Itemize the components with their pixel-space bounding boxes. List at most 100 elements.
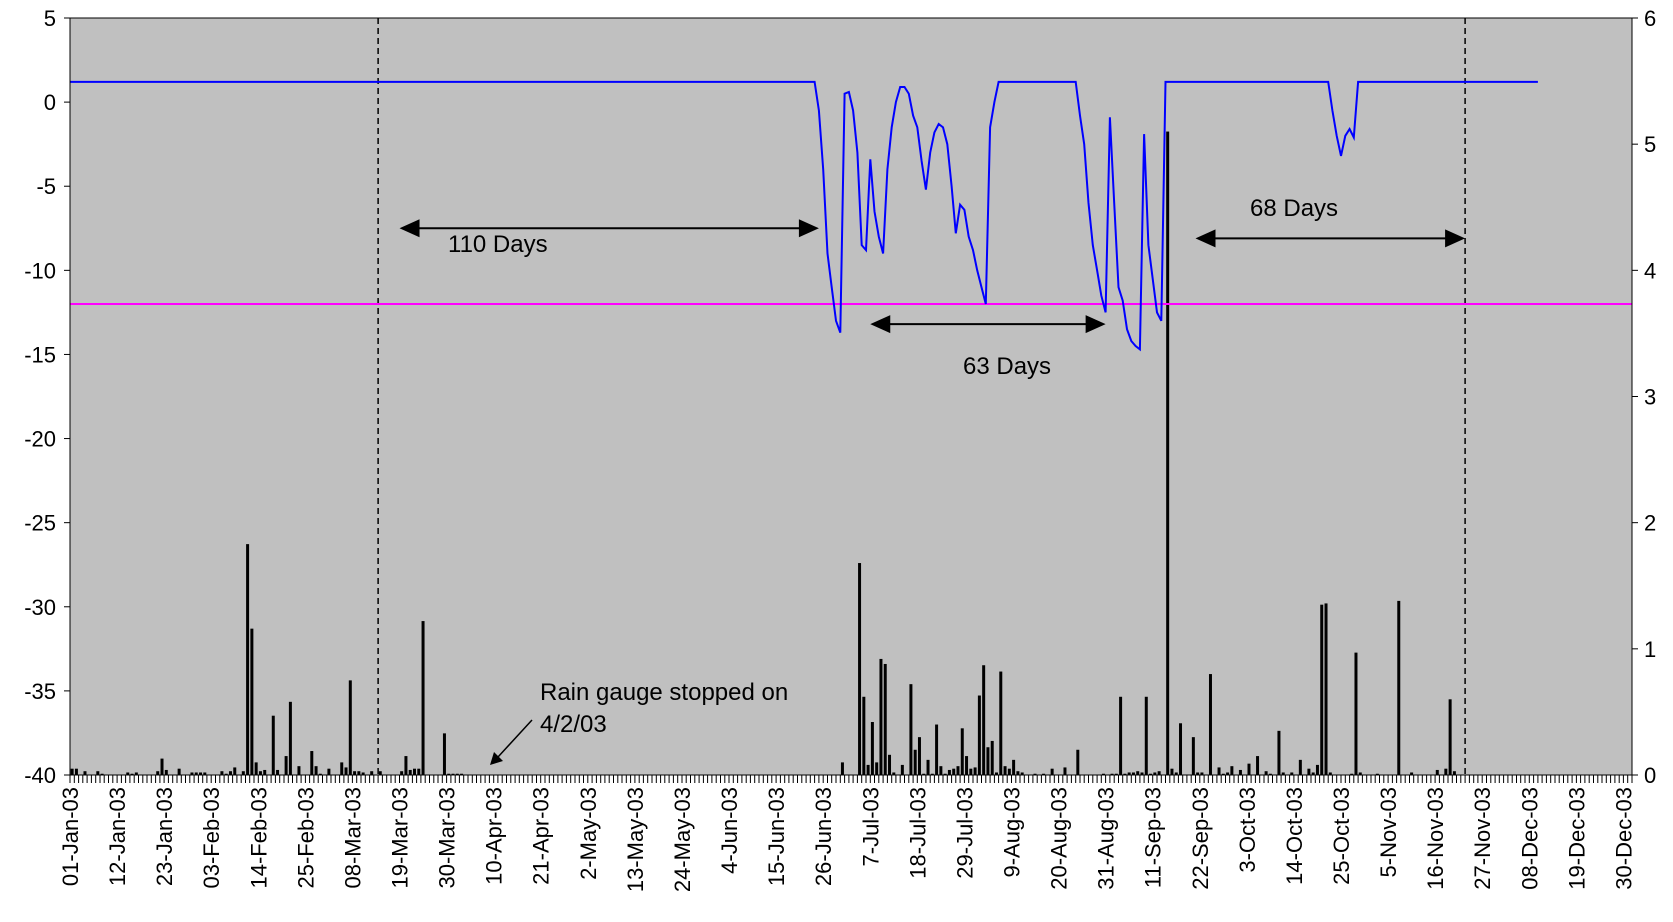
x-tick-label: 4-Jun-03: [717, 787, 742, 874]
arrow-head-right: [1445, 229, 1466, 248]
rain-bar: [126, 772, 130, 775]
rain-bar: [1131, 772, 1135, 775]
rain-bar: [1226, 772, 1230, 775]
rain-bar: [1358, 772, 1362, 775]
rain-bar: [417, 768, 421, 775]
rain-bar: [883, 663, 887, 775]
rain-bar: [1101, 773, 1105, 775]
rain-bar: [1315, 764, 1319, 775]
rain-bar: [1410, 772, 1414, 775]
rain-gauge-pointer: [497, 719, 533, 758]
rain-bar: [1281, 772, 1285, 775]
rain-bar: [1290, 772, 1294, 775]
rain-bar: [900, 764, 904, 775]
right-tick-label: 6: [1644, 6, 1656, 31]
rain-bar: [1448, 699, 1452, 775]
x-tick-label: 30-Mar-03: [435, 787, 460, 888]
rain-bar: [1033, 773, 1037, 775]
rain-bar: [1247, 763, 1251, 775]
rain-bar: [1136, 771, 1140, 775]
x-tick-label: 21-Apr-03: [529, 787, 554, 885]
rain-gauge-pointer-head: [490, 752, 503, 765]
rain-bar: [862, 696, 866, 775]
rain-bar: [233, 767, 237, 775]
rain-bar: [190, 772, 194, 775]
rain-bar: [442, 733, 446, 775]
rain-bar: [1119, 696, 1123, 775]
x-tick-label: 26-Jun-03: [811, 787, 836, 886]
rain-bar: [74, 768, 78, 775]
right-tick-label: 2: [1644, 511, 1656, 536]
rain-bar: [130, 773, 134, 775]
x-tick-label: 11-Sep-03: [1141, 787, 1166, 888]
left-tick-label: -35: [24, 679, 56, 704]
x-tick-label: 2-May-03: [576, 787, 601, 880]
rain-bar: [965, 756, 969, 775]
rain-bar: [1307, 768, 1311, 775]
rain-bar: [177, 768, 181, 775]
rain-bar: [1397, 600, 1401, 775]
left-tick-label: -40: [24, 763, 56, 788]
rain-bar: [1127, 772, 1131, 775]
right-tick-label: 1: [1644, 637, 1656, 662]
rain-bar: [1149, 773, 1153, 775]
rain-bar: [310, 751, 314, 775]
rain-bar: [875, 762, 879, 775]
rain-bar: [284, 756, 288, 775]
rain-bar: [1007, 768, 1011, 775]
rain-bar: [327, 768, 331, 775]
rain-bar: [1157, 771, 1161, 775]
rain-bar: [400, 771, 404, 775]
water-level-line: [70, 80, 1538, 352]
rain-bar: [1191, 737, 1195, 775]
x-tick-label: 27-Nov-03: [1470, 787, 1495, 890]
rain-bar: [1166, 131, 1170, 776]
annotation-rain-gauge-line2: 4/2/03: [540, 711, 607, 738]
rain-bar: [1200, 772, 1204, 775]
right-tick-label: 5: [1644, 132, 1656, 157]
rain-bar: [160, 758, 164, 775]
rain-bar: [451, 773, 455, 775]
rain-bar: [421, 621, 425, 775]
x-axis: 01-Jan-03 12-Jan-03 23-Jan-03 03-Feb-03 14-F…: [58, 774, 1636, 892]
x-tick-label: 3-Oct-03: [1235, 787, 1260, 873]
rain-bar: [199, 772, 203, 775]
rain-bar: [100, 773, 104, 775]
rain-bar: [1003, 766, 1007, 775]
rain-bar: [1170, 768, 1174, 775]
rain-bar: [1050, 768, 1054, 775]
rain-bar: [288, 701, 292, 775]
rain-bar: [344, 767, 348, 775]
x-tick-label: 20-Aug-03: [1047, 787, 1072, 890]
rain-bar: [892, 772, 896, 775]
rain-bar: [228, 771, 232, 775]
rain-bar: [986, 747, 990, 775]
x-tick-label: 9-Aug-03: [999, 787, 1024, 878]
rain-bar: [254, 762, 258, 775]
rain-bar: [840, 762, 844, 775]
rain-bar: [1016, 771, 1020, 775]
x-tick-label: 03-Feb-03: [199, 787, 224, 889]
rain-bar: [1140, 772, 1144, 775]
rain-bar: [1264, 771, 1268, 775]
rain-bar: [1123, 773, 1127, 775]
x-tick-label: 31-Aug-03: [1094, 787, 1119, 890]
rain-bar: [1012, 759, 1016, 775]
left-axis: 5 0 -5 -10 -15 -20 -25 -30 -35 -40: [24, 6, 71, 788]
x-tick-label: 25-Oct-03: [1329, 787, 1354, 885]
x-tick-label: 5-Nov-03: [1376, 787, 1401, 877]
rain-bar: [1298, 759, 1302, 775]
x-tick-label: 22-Sep-03: [1188, 787, 1213, 890]
rain-bar: [1153, 772, 1157, 775]
rain-bar: [348, 680, 352, 775]
rain-bar: [70, 768, 74, 775]
rain-bar: [220, 771, 224, 775]
x-tick-label: 10-Apr-03: [482, 787, 507, 885]
arrow-head-left: [399, 219, 420, 238]
rain-bar: [1217, 767, 1221, 775]
plot-area: [69, 17, 1633, 776]
rain-bar: [1063, 767, 1067, 775]
rain-bar: [939, 766, 943, 775]
x-tick-label: 23-Jan-03: [152, 787, 177, 886]
